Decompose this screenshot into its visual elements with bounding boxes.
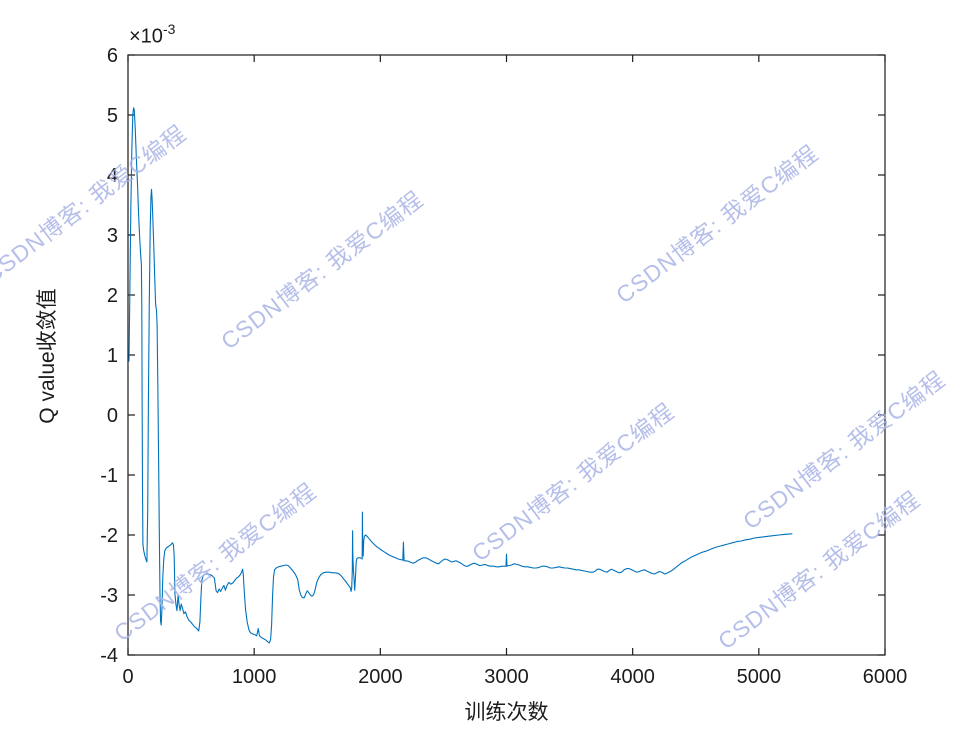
y-tick-label: 5 — [107, 105, 118, 127]
x-tick-label: 2000 — [358, 666, 403, 688]
multiplier-base: ×10 — [129, 25, 163, 48]
y-tick-label: -3 — [100, 585, 118, 607]
y-axis-label: Q value收敛值 — [36, 288, 59, 424]
y-tick-label: -2 — [100, 525, 118, 547]
data-line — [128, 107, 793, 644]
x-tick-label: 3000 — [484, 666, 529, 688]
x-tick-label: 6000 — [863, 666, 908, 688]
x-tick-label: 1000 — [232, 666, 277, 688]
x-tick-label: 4000 — [610, 666, 655, 688]
x-tick-label: 0 — [122, 666, 133, 688]
y-axis-exponent-label: ×10-3 — [129, 21, 176, 49]
y-tick-label: 1 — [107, 345, 118, 367]
x-tick-label: 5000 — [737, 666, 782, 688]
y-tick-label: 4 — [107, 165, 118, 187]
y-tick-label: -4 — [100, 645, 118, 667]
y-tick-label: 2 — [107, 285, 118, 307]
y-tick-label: -1 — [100, 465, 118, 487]
x-axis-label: 训练次数 — [464, 701, 549, 724]
y-tick-label: 6 — [107, 45, 118, 67]
y-tick-label: 3 — [107, 225, 118, 247]
y-tick-label: 0 — [107, 405, 118, 427]
multiplier-exponent: -3 — [162, 21, 176, 37]
